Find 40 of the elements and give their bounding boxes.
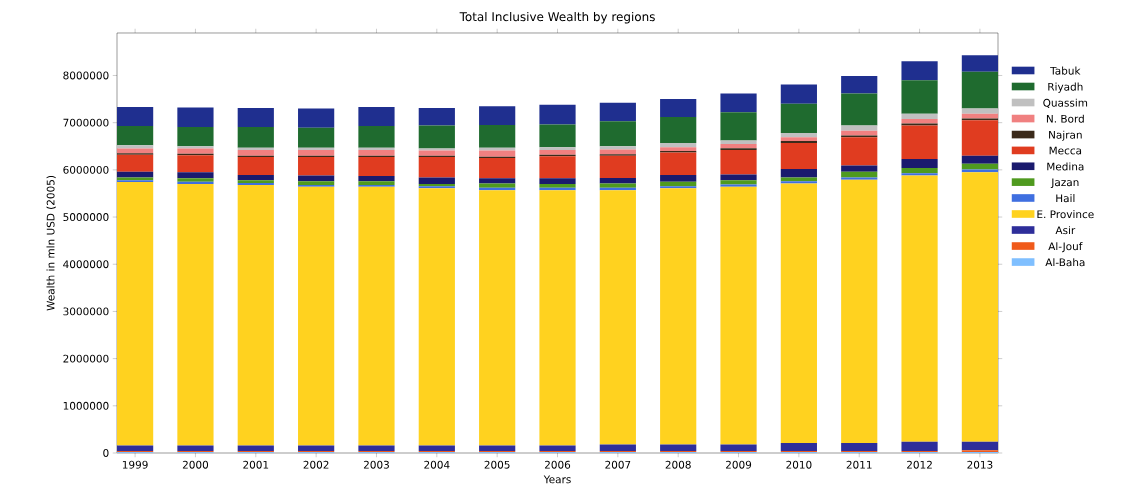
x-tick-label: 1999 bbox=[122, 460, 148, 469]
y-axis-title: Wealth in mln USD (2005) bbox=[46, 175, 56, 311]
legend-label: Al-Jouf bbox=[1048, 242, 1083, 253]
x-tick-label: 2013 bbox=[967, 460, 993, 469]
x-tick-label: 2006 bbox=[544, 460, 571, 469]
legend-label: Quassim bbox=[1043, 98, 1088, 108]
y-tick-label: 8000000 bbox=[63, 71, 109, 80]
legend-label: E. Province bbox=[1037, 210, 1094, 219]
legend-label: Riyadh bbox=[1048, 82, 1083, 93]
x-axis-title: Years bbox=[543, 475, 571, 484]
x-tick-label: 2005 bbox=[484, 460, 510, 469]
y-tick-label: 5000000 bbox=[63, 213, 109, 221]
y-tick-label: 2000000 bbox=[63, 354, 109, 363]
legend-label: Najran bbox=[1049, 130, 1082, 141]
x-tick-label: 2007 bbox=[605, 460, 631, 469]
x-tick-label: 2011 bbox=[846, 460, 872, 469]
y-tick-label: 7000000 bbox=[63, 118, 109, 127]
legend-label: Asir bbox=[1055, 226, 1076, 235]
legend-label: Mecca bbox=[1049, 146, 1082, 155]
legend-label: Medina bbox=[1047, 162, 1084, 171]
legend-label: Tabuk bbox=[1050, 66, 1081, 75]
x-tick-label: 2004 bbox=[424, 460, 450, 469]
chart-title: Total Inclusive Wealth by regions bbox=[459, 11, 655, 24]
x-tick-label: 2008 bbox=[665, 460, 691, 469]
y-tick-label: 4000000 bbox=[63, 260, 109, 269]
x-tick-label: 2012 bbox=[907, 460, 932, 469]
x-tick-label: 2010 bbox=[786, 460, 812, 469]
y-tick-label: 3000000 bbox=[63, 307, 109, 316]
legend-label: N. Bord bbox=[1046, 114, 1084, 123]
x-tick-label: 2001 bbox=[243, 460, 269, 469]
y-tick-label: 0 bbox=[103, 449, 109, 457]
y-tick-label: 6000000 bbox=[63, 165, 109, 174]
x-tick-label: 2003 bbox=[363, 460, 389, 469]
x-tick-label: 2002 bbox=[303, 460, 329, 469]
legend-label: Al-Baha bbox=[1045, 258, 1085, 267]
legend-label: Jazan bbox=[1050, 178, 1079, 189]
legend-label: Hail bbox=[1056, 194, 1075, 203]
y-tick-label: 1000000 bbox=[63, 401, 109, 410]
x-tick-label: 2000 bbox=[182, 460, 209, 469]
x-tick-label: 2009 bbox=[725, 460, 752, 469]
